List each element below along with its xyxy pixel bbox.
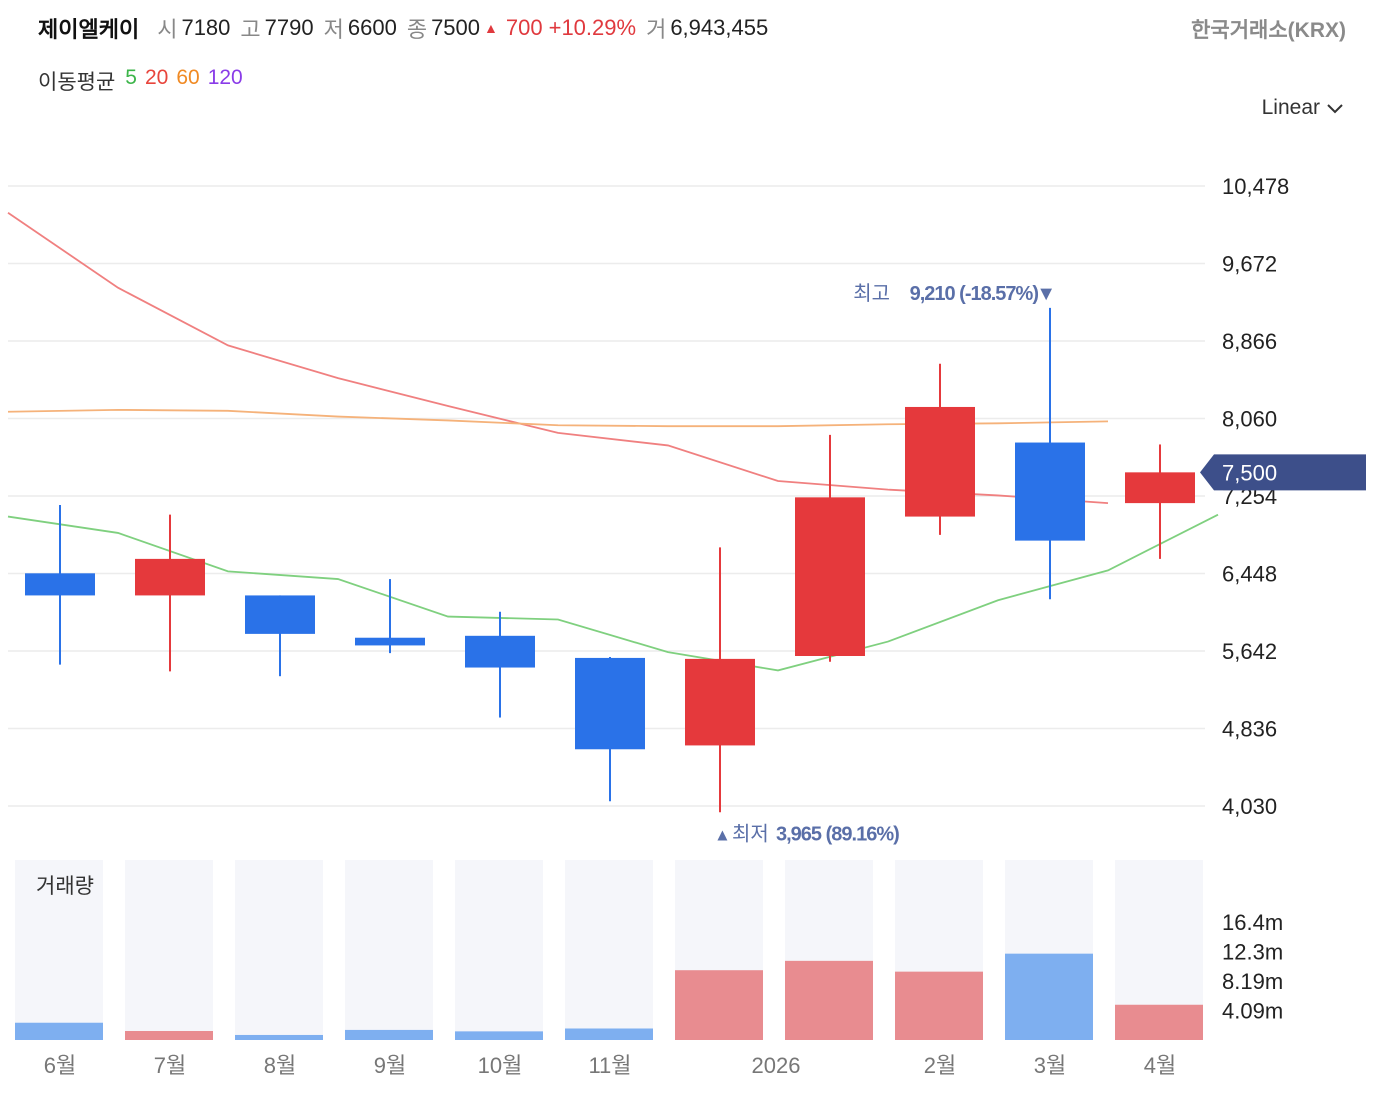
volume-slot bbox=[15, 860, 103, 1040]
ma-120[interactable]: 120 bbox=[207, 66, 243, 89]
volume-slot bbox=[345, 860, 433, 1040]
chevron-down-icon bbox=[1327, 104, 1343, 114]
candle-body bbox=[685, 658, 755, 746]
volume-bar bbox=[895, 971, 983, 1040]
volume-bar bbox=[125, 1031, 213, 1040]
candle-body bbox=[795, 497, 865, 656]
volume-tick-label: 8.19m bbox=[1222, 969, 1283, 994]
volume-value: 6,943,455 bbox=[670, 15, 769, 40]
open-label: 시 bbox=[157, 17, 178, 42]
candle-body bbox=[1015, 442, 1085, 541]
volume-slot bbox=[125, 860, 213, 1040]
volume-bar bbox=[455, 1031, 543, 1040]
stock-name: 제이엘케이 bbox=[38, 17, 140, 42]
volume-bar bbox=[1115, 1004, 1203, 1040]
y-tick-label: 8,060 bbox=[1222, 407, 1277, 432]
volume-label: 거 bbox=[646, 17, 667, 42]
ma-20[interactable]: 20 bbox=[144, 66, 169, 89]
low-annotation-label: 최저 bbox=[732, 822, 769, 845]
low-value: 6600 bbox=[347, 15, 397, 40]
volume-bar bbox=[1005, 953, 1093, 1040]
y-tick-label: 6,448 bbox=[1222, 562, 1277, 587]
low-label: 저 bbox=[323, 17, 344, 42]
high-annotation-label: 최고 bbox=[853, 282, 890, 305]
current-price-tag bbox=[1200, 454, 1366, 491]
candle-body bbox=[905, 406, 975, 517]
volume-tick-label: 16.4m bbox=[1222, 910, 1283, 935]
high-value: 7790 bbox=[264, 15, 314, 40]
y-tick-label: 8,866 bbox=[1222, 329, 1277, 354]
high-annotation-arrow: ▼ bbox=[1036, 283, 1056, 305]
x-tick-label: 7월 bbox=[154, 1053, 186, 1078]
x-tick-label: 9월 bbox=[374, 1053, 406, 1078]
x-tick-label: 3월 bbox=[1034, 1053, 1066, 1078]
up-arrow-icon: ▲ bbox=[484, 20, 498, 36]
y-tick-label: 5,642 bbox=[1222, 639, 1277, 664]
low-annotation-arrow: ▲ bbox=[714, 825, 731, 844]
ma-title: 이동평균 bbox=[38, 71, 116, 94]
volume-bar bbox=[345, 1029, 433, 1040]
exchange-name: 한국거래소(KRX) bbox=[1191, 19, 1346, 42]
volume-bar bbox=[15, 1022, 103, 1040]
high-annotation-value: 9,210 (-18.57%) bbox=[910, 283, 1039, 305]
candle-body bbox=[1125, 472, 1195, 504]
y-tick-label: 10,478 bbox=[1222, 174, 1289, 199]
y-tick-label: 4,030 bbox=[1222, 794, 1277, 819]
volume-title: 거래량 bbox=[36, 875, 94, 898]
x-tick-label: 11월 bbox=[588, 1053, 631, 1078]
x-tick-label: 10월 bbox=[478, 1053, 523, 1078]
volume-slot bbox=[455, 860, 543, 1040]
volume-bar bbox=[675, 970, 763, 1040]
scale-select[interactable]: Linear bbox=[1262, 96, 1344, 120]
current-price-label: 7,500 bbox=[1222, 460, 1277, 485]
candle-body bbox=[575, 657, 645, 750]
x-tick-label: 4월 bbox=[1144, 1053, 1176, 1078]
volume-bar bbox=[565, 1028, 653, 1040]
ma-5[interactable]: 5 bbox=[125, 66, 137, 89]
y-tick-label: 9,672 bbox=[1222, 252, 1277, 277]
low-annotation-value: 3,965 (89.16%) bbox=[776, 823, 899, 845]
candle-body bbox=[245, 595, 315, 634]
x-tick-label: 2월 bbox=[924, 1053, 956, 1078]
volume-tick-label: 12.3m bbox=[1222, 940, 1283, 965]
x-tick-label: 8월 bbox=[264, 1053, 296, 1078]
volume-bar bbox=[785, 960, 873, 1040]
volume-bar bbox=[235, 1034, 323, 1040]
change-value: 700 bbox=[505, 15, 543, 40]
change-percent: +10.29% bbox=[548, 15, 637, 40]
moving-average-legend[interactable]: 이동평균 5 20 60 120 bbox=[38, 66, 243, 96]
candle-body bbox=[135, 558, 205, 596]
volume-slot bbox=[235, 860, 323, 1040]
candle-body bbox=[25, 573, 95, 596]
candle-body bbox=[355, 637, 425, 646]
open-value: 7180 bbox=[181, 15, 231, 40]
x-tick-label: 6월 bbox=[44, 1053, 76, 1078]
stock-header: 제이엘케이 시 7180 고 7790 저 6600 종 7500 ▲ 700 … bbox=[38, 12, 778, 44]
close-label: 종 bbox=[406, 17, 428, 42]
volume-slot bbox=[565, 860, 653, 1040]
volume-tick-label: 4.09m bbox=[1222, 999, 1283, 1024]
ma-60[interactable]: 60 bbox=[176, 66, 200, 89]
candle-body bbox=[465, 635, 535, 668]
high-label: 고 bbox=[240, 17, 261, 42]
close-value: 7500 bbox=[431, 15, 481, 40]
ma5-line bbox=[7, 513, 1219, 672]
x-tick-label: 2026 bbox=[752, 1053, 801, 1078]
scale-label: Linear bbox=[1261, 96, 1320, 119]
y-tick-label: 4,836 bbox=[1222, 717, 1277, 742]
